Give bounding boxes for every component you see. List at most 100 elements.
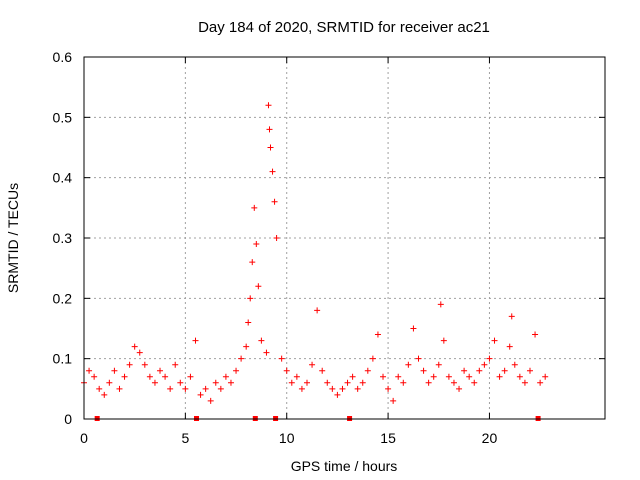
- data-point: [283, 367, 290, 374]
- data-point: [151, 379, 158, 386]
- data-point: [245, 319, 252, 326]
- data-point: [258, 337, 265, 344]
- x-tick-label: 15: [380, 430, 396, 446]
- data-point: [390, 397, 397, 404]
- data-point: [217, 385, 224, 392]
- data-point: [303, 379, 310, 386]
- data-point: [532, 331, 539, 338]
- data-point: [369, 355, 376, 362]
- data-point: [86, 367, 93, 374]
- data-point: [136, 349, 143, 356]
- y-tick-label: 0.4: [53, 170, 73, 186]
- data-point: [425, 379, 432, 386]
- data-point: [329, 385, 336, 392]
- data-point: [511, 361, 518, 368]
- y-tick-label: 0.1: [53, 351, 73, 367]
- data-point: [101, 391, 108, 398]
- data-point: [91, 373, 98, 380]
- data-point: [212, 379, 219, 386]
- data-point: [271, 198, 278, 205]
- data-point: [359, 379, 366, 386]
- data-point: [314, 307, 321, 314]
- data-point: [496, 373, 503, 380]
- data-point: [273, 235, 280, 241]
- x-axis-label: GPS time / hours: [291, 458, 398, 474]
- data-point: [415, 355, 422, 362]
- data-point: [364, 367, 371, 374]
- data-point: [278, 355, 285, 362]
- data-point: [481, 361, 488, 368]
- data-point: [486, 355, 493, 362]
- data-point: [227, 379, 234, 386]
- x-tick-label: 5: [181, 430, 189, 446]
- data-point: [126, 361, 133, 368]
- data-point: [266, 126, 273, 133]
- data-point: [450, 379, 457, 386]
- data-point: [445, 373, 452, 380]
- y-tick-label: 0.3: [53, 230, 73, 246]
- data-point: [192, 337, 199, 344]
- data-point: [349, 373, 356, 380]
- y-axis-label: SRMTID / TECUs: [5, 183, 21, 293]
- x-tick-label: 10: [279, 430, 295, 446]
- data-point: [131, 343, 138, 350]
- data-point: [238, 355, 245, 362]
- chart-title: Day 184 of 2020, SRMTID for receiver ac2…: [198, 19, 490, 36]
- data-point: [253, 241, 260, 248]
- data-point: [116, 385, 123, 392]
- data-point: [96, 385, 103, 392]
- data-point: [324, 379, 331, 386]
- data-point: [146, 373, 153, 380]
- axis-ticks: 0 0.1 0.2 0.3 0.4 0.5 0.6 0 5 10 15 20: [53, 49, 605, 446]
- data-point: [466, 373, 473, 380]
- y-tick-label: 0.5: [53, 109, 73, 125]
- data-point: [516, 373, 523, 380]
- data-point: [141, 361, 148, 368]
- data-point: [526, 367, 533, 374]
- data-point: [437, 301, 444, 308]
- y-tick-label: 0: [64, 411, 72, 427]
- data-point: [293, 373, 300, 380]
- data-point: [521, 379, 528, 386]
- data-point: [410, 325, 417, 332]
- data-point: [207, 397, 214, 404]
- data-point: [374, 331, 381, 338]
- data-point: [263, 349, 270, 356]
- data-point: [405, 361, 412, 368]
- data-point: [197, 391, 204, 398]
- data-point: [251, 204, 258, 211]
- data-point: [385, 385, 392, 392]
- data-point: [461, 367, 468, 374]
- data-point: [111, 367, 118, 374]
- plot-frame: [83, 56, 606, 420]
- data-point: [249, 259, 256, 266]
- data-point: [222, 373, 229, 380]
- data-point: [354, 385, 361, 392]
- data-point: [319, 367, 326, 374]
- data-point: [269, 168, 276, 175]
- data-point: [400, 379, 407, 386]
- data-point: [187, 373, 194, 380]
- data-point: [288, 379, 295, 386]
- data-point: [334, 391, 341, 398]
- data-point: [491, 337, 498, 344]
- x-tick-label: 20: [482, 430, 498, 446]
- data-point: [395, 373, 402, 380]
- data-point: [121, 373, 128, 380]
- x-tick-label: 0: [80, 430, 88, 446]
- data-point: [501, 367, 508, 374]
- data-point: [542, 373, 549, 380]
- data-point: [265, 102, 272, 109]
- data-point: [344, 379, 351, 386]
- data-point: [177, 379, 184, 386]
- data-point: [508, 313, 515, 320]
- data-point: [440, 337, 447, 344]
- data-point: [233, 367, 240, 374]
- data-point: [247, 295, 254, 302]
- data-point: [476, 367, 483, 374]
- data-point: [243, 343, 250, 350]
- data-point: [298, 385, 305, 392]
- data-point: [157, 367, 164, 374]
- data-point: [106, 379, 113, 386]
